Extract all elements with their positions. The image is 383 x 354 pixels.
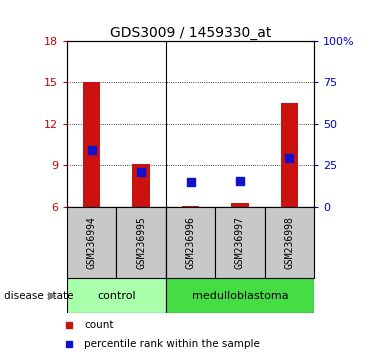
Bar — [133, 164, 150, 207]
Text: control: control — [97, 291, 136, 301]
Text: count: count — [84, 320, 114, 330]
Point — [138, 169, 144, 175]
Text: GSM236998: GSM236998 — [284, 216, 295, 269]
Title: GDS3009 / 1459330_at: GDS3009 / 1459330_at — [110, 26, 271, 40]
Point — [237, 178, 243, 184]
Bar — [67, 207, 116, 278]
Bar — [116, 207, 166, 278]
Text: medulloblastoma: medulloblastoma — [192, 291, 288, 301]
Bar — [215, 207, 265, 278]
Text: GSM236996: GSM236996 — [185, 216, 196, 269]
Point — [286, 155, 293, 161]
Point — [88, 147, 95, 153]
Bar — [231, 203, 249, 207]
Text: GSM236994: GSM236994 — [87, 216, 97, 269]
Text: GSM236995: GSM236995 — [136, 216, 146, 269]
Bar — [166, 278, 314, 313]
Point — [188, 179, 194, 185]
Bar — [182, 206, 199, 207]
Text: percentile rank within the sample: percentile rank within the sample — [84, 339, 260, 349]
Bar — [67, 278, 166, 313]
Bar — [166, 207, 215, 278]
Text: GSM236997: GSM236997 — [235, 216, 245, 269]
Text: disease state: disease state — [4, 291, 73, 301]
Text: ▶: ▶ — [48, 291, 56, 301]
Bar — [281, 103, 298, 207]
Bar — [265, 207, 314, 278]
Bar — [83, 82, 100, 207]
